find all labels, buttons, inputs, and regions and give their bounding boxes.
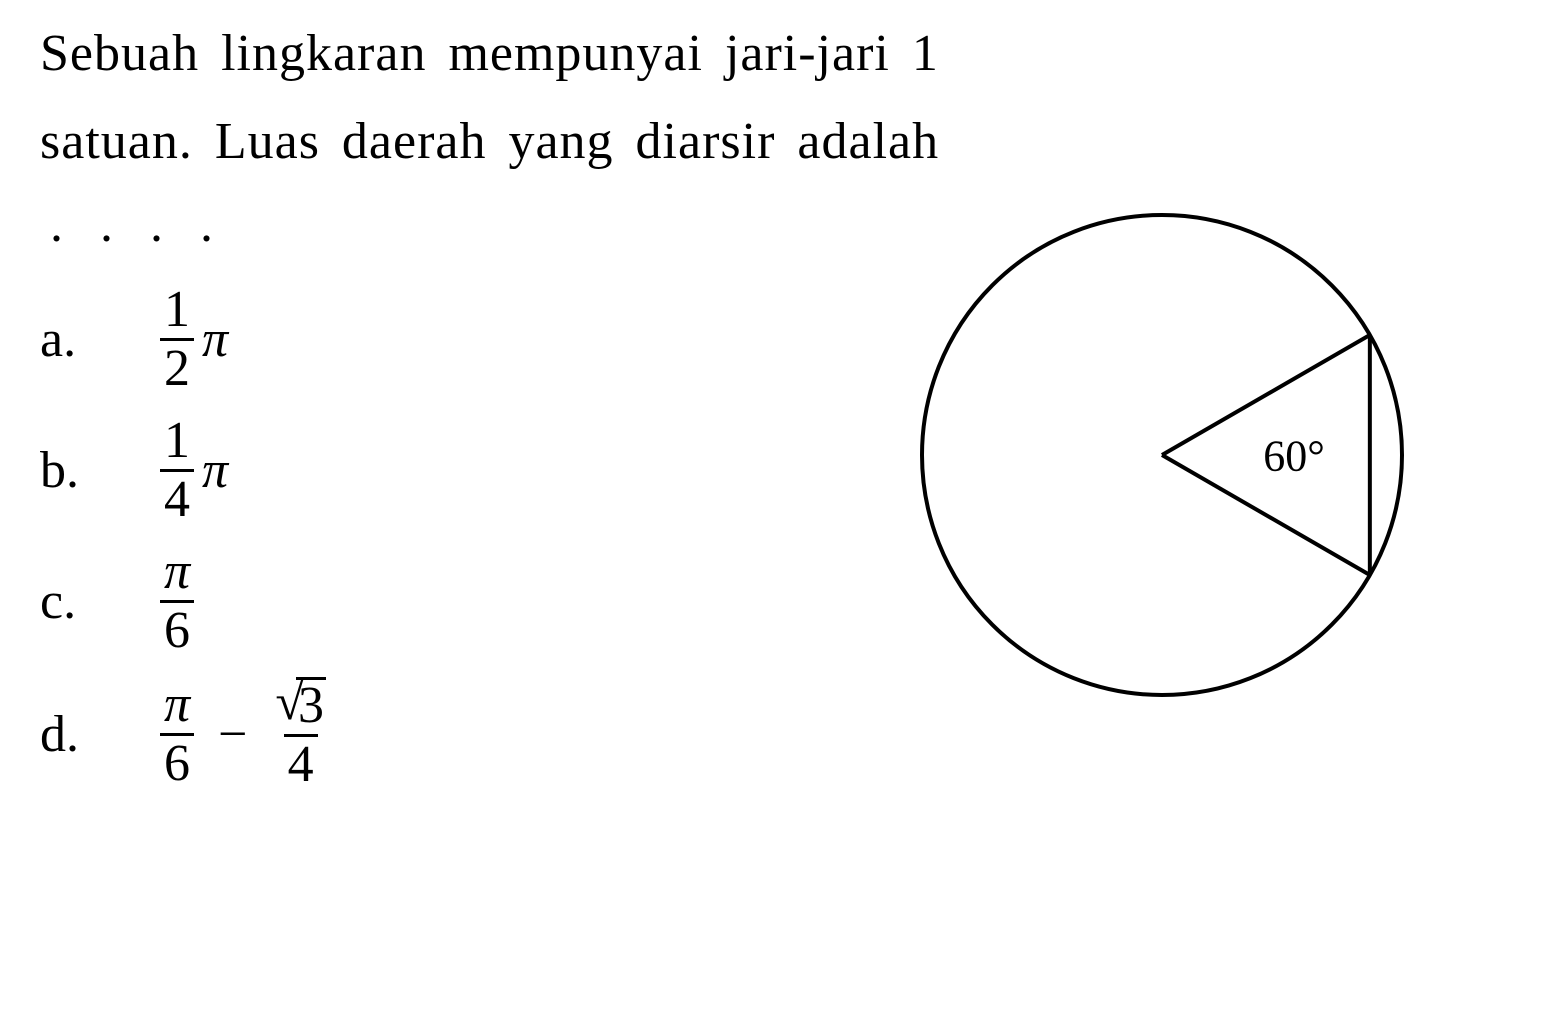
- option-d-expr: π 6 − √ 3 4: [160, 677, 330, 791]
- option-a-den: 2: [160, 338, 194, 395]
- option-d-frac1-den: 6: [160, 733, 194, 790]
- sqrt-wrapper: √ 3: [275, 677, 326, 732]
- option-b-expr: 1 4 π: [160, 415, 228, 526]
- option-d-minus: −: [218, 705, 247, 764]
- option-d-letter: d.: [40, 705, 160, 764]
- option-c-fraction: π 6: [160, 546, 194, 657]
- option-b-fraction: 1 4: [160, 415, 194, 526]
- option-b-pi: π: [202, 441, 228, 500]
- svg-text:60°: 60°: [1263, 432, 1325, 481]
- option-a-fraction: 1 2: [160, 284, 194, 395]
- option-c-num: π: [160, 546, 194, 600]
- sqrt-content: 3: [296, 677, 326, 732]
- option-d: d. π 6 − √ 3 4: [40, 677, 640, 791]
- diagram: 60°: [902, 195, 1442, 740]
- option-a-pi: π: [202, 310, 228, 369]
- option-d-frac2: √ 3 4: [271, 677, 330, 791]
- content-area: . . . . a. 1 2 π b. 1 4 π c.: [40, 195, 1522, 811]
- option-c-expr: π 6: [160, 546, 194, 657]
- options-block: . . . . a. 1 2 π b. 1 4 π c.: [40, 195, 640, 811]
- option-a-letter: a.: [40, 310, 160, 369]
- circle-diagram-svg: 60°: [902, 195, 1442, 735]
- option-b: b. 1 4 π: [40, 415, 640, 526]
- option-c-den: 6: [160, 600, 194, 657]
- option-d-frac1-num: π: [160, 679, 194, 733]
- ellipsis: . . . .: [50, 195, 640, 254]
- question-line-2: satuan. Luas daerah yang diarsir adalah: [40, 108, 1522, 176]
- option-b-letter: b.: [40, 441, 160, 500]
- question-line-1: Sebuah lingkaran mempunyai jari-jari 1: [40, 20, 1522, 88]
- option-c-letter: c.: [40, 572, 160, 631]
- option-d-frac2-num: √ 3: [271, 677, 330, 734]
- option-c: c. π 6: [40, 546, 640, 657]
- option-a: a. 1 2 π: [40, 284, 640, 395]
- option-d-frac1: π 6: [160, 679, 194, 790]
- option-a-num: 1: [160, 284, 194, 338]
- option-b-num: 1: [160, 415, 194, 469]
- option-a-expr: 1 2 π: [160, 284, 228, 395]
- option-b-den: 4: [160, 469, 194, 526]
- option-d-frac2-den: 4: [284, 734, 318, 791]
